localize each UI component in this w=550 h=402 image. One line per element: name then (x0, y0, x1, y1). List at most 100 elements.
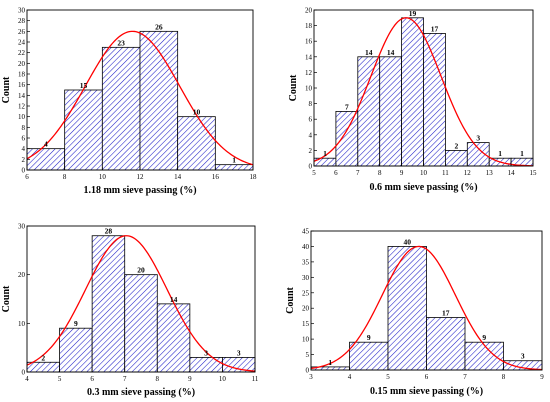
x-tick-label: 16 (212, 173, 220, 181)
y-tick-label: 28 (18, 17, 26, 25)
bar-value-label: 2 (41, 353, 45, 362)
histogram-bar (26, 361, 60, 373)
histogram-bar (59, 327, 93, 373)
x-axis-label: 0.15 mm sieve passing (%) (370, 386, 483, 397)
y-tick-label: 6 (309, 116, 313, 124)
histogram-bar (426, 317, 466, 371)
x-axis-label: 0.6 mm sieve passing (%) (369, 182, 477, 193)
histogram-bar (357, 56, 381, 167)
y-tick-label: 16 (18, 81, 26, 89)
x-tick-label: 18 (250, 173, 258, 181)
x-tick-label: 11 (442, 169, 449, 177)
y-tick-label: 0 (22, 369, 26, 377)
bar-value-label: 3 (237, 348, 241, 357)
x-tick-label: 8 (63, 173, 67, 181)
histogram-bar (91, 235, 126, 373)
bar-value-label: 40 (404, 237, 412, 246)
y-tick-label: 0 (309, 163, 313, 171)
normal-fit-curve (27, 30, 253, 166)
y-tick-label: 12 (18, 103, 26, 111)
bar-value-label: 19 (409, 9, 417, 18)
bar-value-label: 9 (74, 319, 78, 328)
x-tick-label: 14 (174, 173, 182, 181)
y-tick-label: 30 (18, 223, 26, 231)
histogram-bar (503, 360, 543, 371)
y-tick-label: 0 (22, 167, 26, 175)
bar-value-label: 23 (117, 38, 125, 47)
bar-value-label: 17 (442, 308, 450, 317)
histogram-bar (349, 341, 389, 371)
bar-value-label: 14 (387, 48, 395, 57)
x-tick-label: 12 (137, 173, 145, 181)
x-tick-label: 7 (356, 169, 360, 177)
bar-value-label: 1 (520, 149, 524, 158)
x-tick-label: 15 (530, 169, 538, 177)
y-axis-label: Count (288, 74, 299, 101)
bar-value-label: 14 (170, 295, 178, 304)
y-tick-label: 10 (305, 85, 313, 93)
y-tick-label: 10 (18, 320, 26, 328)
y-tick-label: 14 (305, 53, 313, 61)
bar-value-label: 1 (323, 149, 327, 158)
bar-value-label: 14 (365, 48, 373, 57)
histogram-bar (214, 164, 254, 171)
x-axis-label: 1.18 mm sieve passing (%) (83, 185, 196, 196)
y-tick-label: 30 (302, 274, 310, 282)
bar-value-label: 3 (521, 352, 525, 361)
x-tick-label: 8 (502, 373, 506, 381)
x-tick-label: 3 (309, 373, 313, 381)
x-tick-label: 14 (508, 169, 516, 177)
y-tick-label: 4 (309, 131, 313, 139)
x-tick-label: 6 (334, 169, 338, 177)
x-tick-label: 9 (400, 169, 404, 177)
histogram-panel-3: 2 9 28 20 14 3 3 4 5 6 7 8 9 10 11 0 10 20 30 0.3 mm sieve … (1, 223, 259, 399)
y-tick-label: 22 (18, 49, 26, 57)
y-tick-label: 12 (305, 69, 313, 77)
y-tick-label: 8 (22, 124, 26, 132)
normal-fit-curve (311, 245, 542, 370)
y-tick-label: 25 (302, 289, 310, 297)
histogram-bar (156, 303, 191, 373)
x-tick-label: 4 (25, 375, 29, 383)
histogram-bar (444, 149, 468, 167)
histogram-bar (101, 46, 141, 171)
x-tick-label: 10 (99, 173, 107, 181)
histogram-bar (189, 356, 223, 373)
histogram-bar (401, 17, 424, 167)
bar-value-label: 20 (137, 266, 145, 275)
x-tick-label: 11 (252, 375, 259, 383)
bar-value-label: 1 (498, 149, 502, 158)
bar-value-label: 1 (328, 358, 332, 367)
x-tick-label: 8 (156, 375, 160, 383)
bar-value-label: 4 (44, 140, 48, 149)
normal-fit-curve (314, 17, 533, 166)
bar-value-label: 2 (454, 141, 458, 150)
y-tick-label: 18 (305, 22, 313, 30)
y-tick-label: 30 (18, 7, 26, 15)
histogram-bar (124, 274, 158, 373)
y-axis-label: Count (1, 76, 12, 103)
y-tick-label: 35 (302, 258, 310, 266)
bar-value-label: 9 (482, 333, 486, 342)
y-tick-label: 20 (18, 271, 26, 279)
y-tick-label: 40 (302, 243, 310, 251)
y-tick-label: 10 (18, 113, 26, 121)
bar-value-label: 1 (232, 156, 236, 165)
y-tick-label: 2 (22, 156, 26, 164)
histogram-bar (177, 116, 216, 171)
y-tick-label: 18 (18, 71, 26, 79)
y-tick-label: 4 (22, 145, 26, 153)
y-tick-label: 6 (22, 135, 26, 143)
x-tick-label: 12 (464, 169, 472, 177)
x-axis-label: 0.3 mm sieve passing (%) (87, 387, 195, 398)
y-tick-label: 15 (302, 320, 310, 328)
histogram-bar (139, 30, 179, 171)
x-tick-label: 9 (540, 373, 544, 381)
bar-value-label: 26 (155, 22, 163, 31)
y-tick-label: 26 (18, 28, 26, 36)
histogram-bar (387, 246, 427, 371)
